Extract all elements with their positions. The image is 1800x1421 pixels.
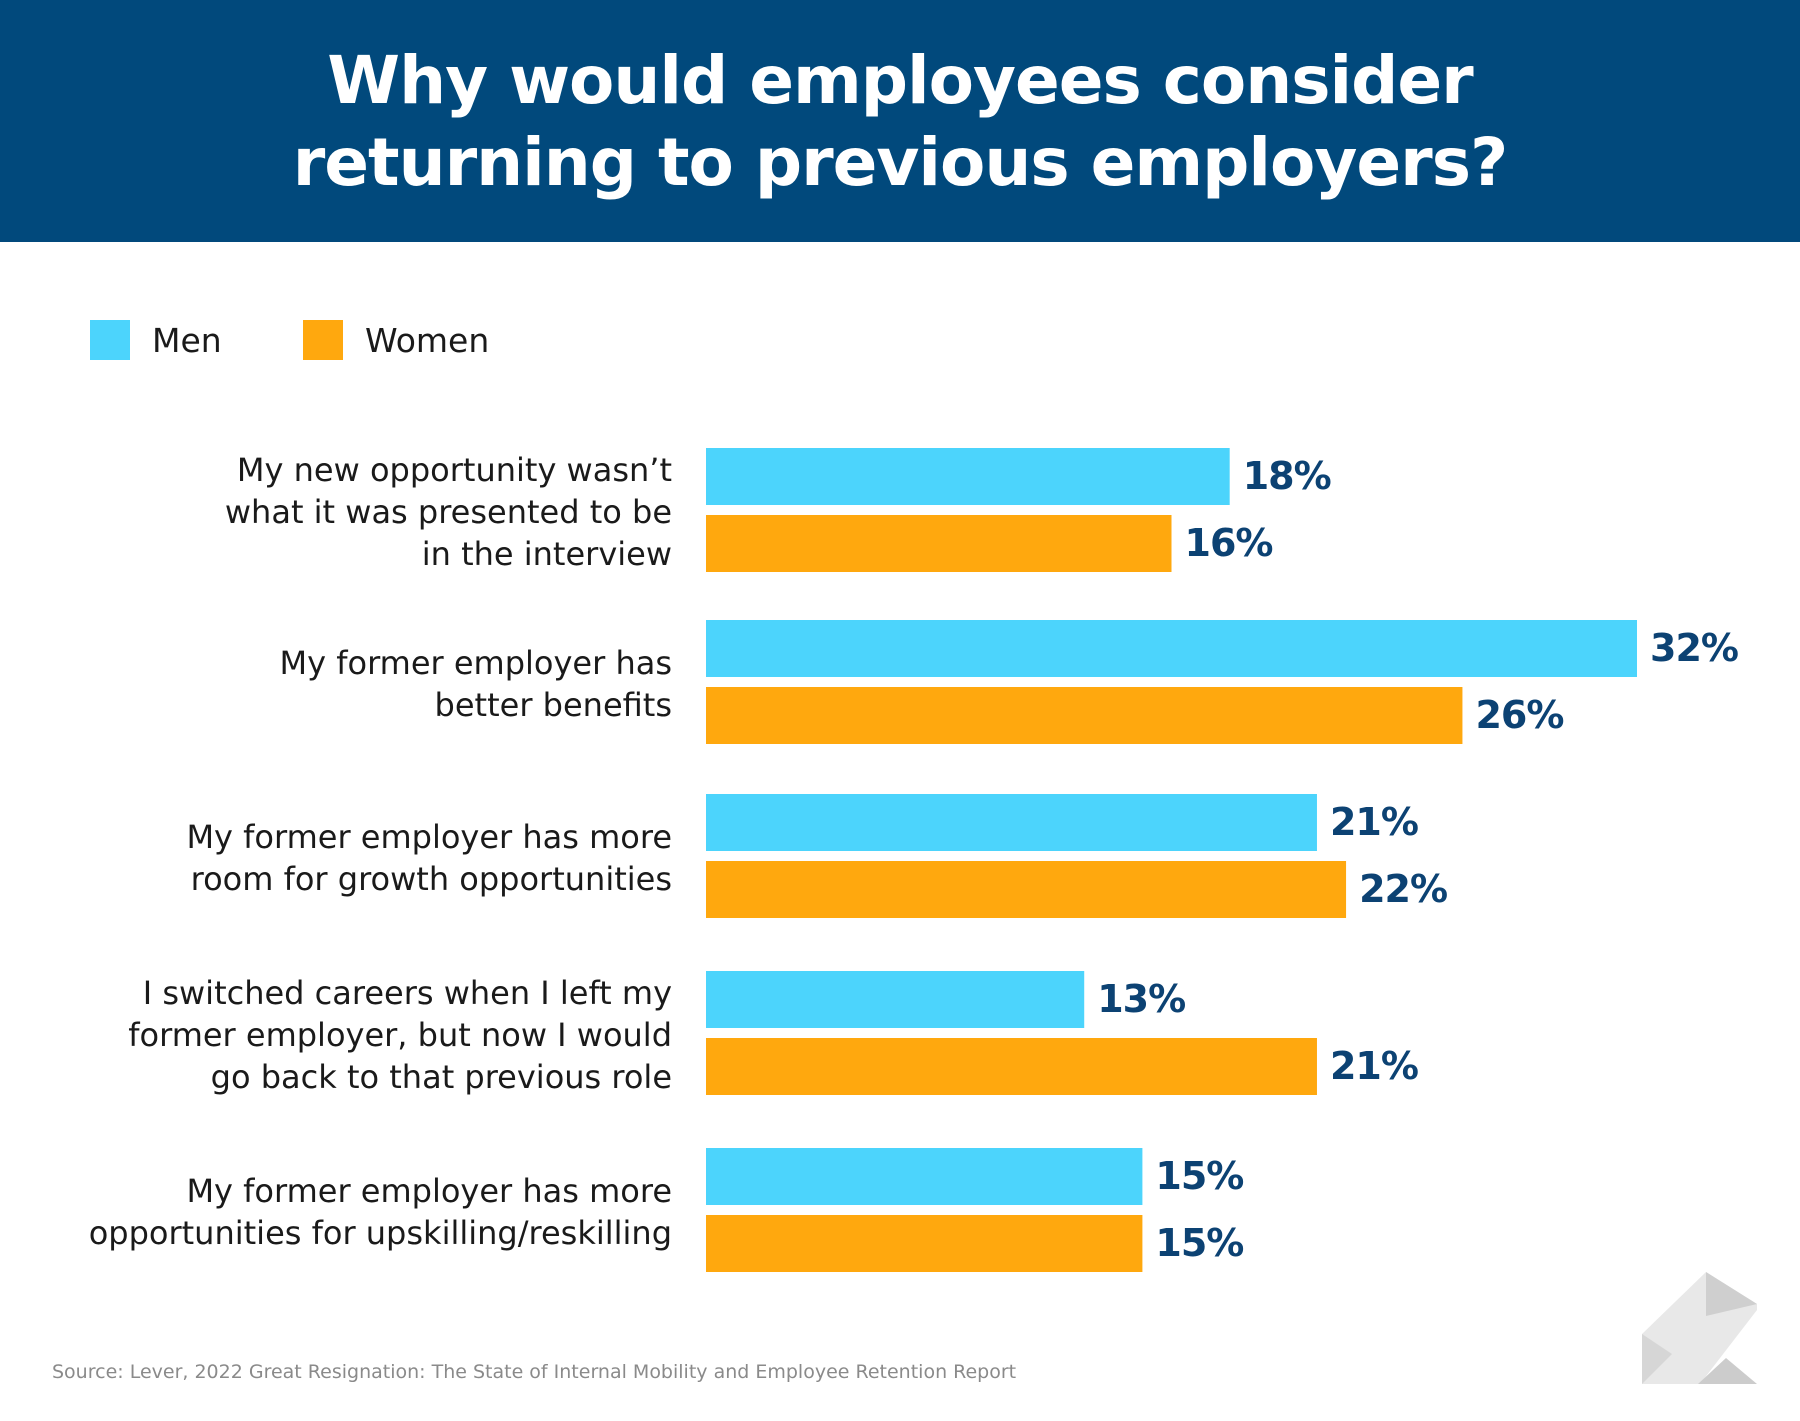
value-label-men: 21%: [1330, 800, 1418, 844]
value-label-women: 15%: [1155, 1221, 1243, 1265]
bar-women: [706, 515, 1172, 572]
category-label: go back to that previous role: [211, 1058, 672, 1096]
value-label-men: 32%: [1650, 626, 1738, 670]
bar-men: [706, 1148, 1143, 1205]
category-label: I switched careers when I left my: [143, 974, 672, 1012]
value-label-women: 26%: [1475, 693, 1563, 737]
category-label: My former employer has more: [186, 1172, 672, 1210]
legend-label-men: Men: [152, 320, 222, 360]
category-label: former employer, but now I would: [128, 1016, 672, 1054]
bar-men: [706, 620, 1637, 677]
value-label-men: 18%: [1243, 454, 1331, 498]
chart-title-line-1: Why would employees consider: [327, 42, 1473, 119]
legend-item-women: Women: [303, 320, 489, 360]
legend-swatch-men: [90, 320, 130, 360]
category-label: in the interview: [422, 535, 672, 573]
chart-title-line-2: returning to previous employers?: [292, 124, 1509, 201]
category-label: opportunities for upskilling/reskilling: [89, 1214, 672, 1252]
bar-women: [706, 687, 1463, 744]
legend-item-men: Men: [90, 320, 222, 360]
value-label-men: 13%: [1097, 977, 1185, 1021]
legend-swatch-women: [303, 320, 343, 360]
category-label: My former employer has more: [186, 818, 672, 856]
category-label: My new opportunity wasn’t: [237, 451, 672, 489]
bar-men: [706, 448, 1230, 505]
value-label-women: 22%: [1359, 867, 1447, 911]
bar-women: [706, 861, 1347, 918]
value-label-women: 21%: [1330, 1044, 1418, 1088]
bar-women: [706, 1038, 1317, 1095]
category-label: better benefits: [435, 686, 672, 724]
category-label: what it was presented to be: [225, 493, 672, 531]
header-banner: Why would employees consider returning t…: [0, 0, 1800, 242]
bar-men: [706, 971, 1085, 1028]
bar-women: [706, 1215, 1143, 1272]
bar-men: [706, 794, 1317, 851]
lever-logo-icon: [1642, 1272, 1757, 1384]
source-note: Source: Lever, 2022 Great Resignation: T…: [52, 1361, 1017, 1383]
category-label: My former employer has: [280, 644, 673, 682]
category-label: room for growth opportunities: [191, 860, 672, 898]
value-label-women: 16%: [1185, 521, 1273, 565]
value-label-men: 15%: [1155, 1154, 1243, 1198]
legend-label-women: Women: [365, 320, 490, 360]
